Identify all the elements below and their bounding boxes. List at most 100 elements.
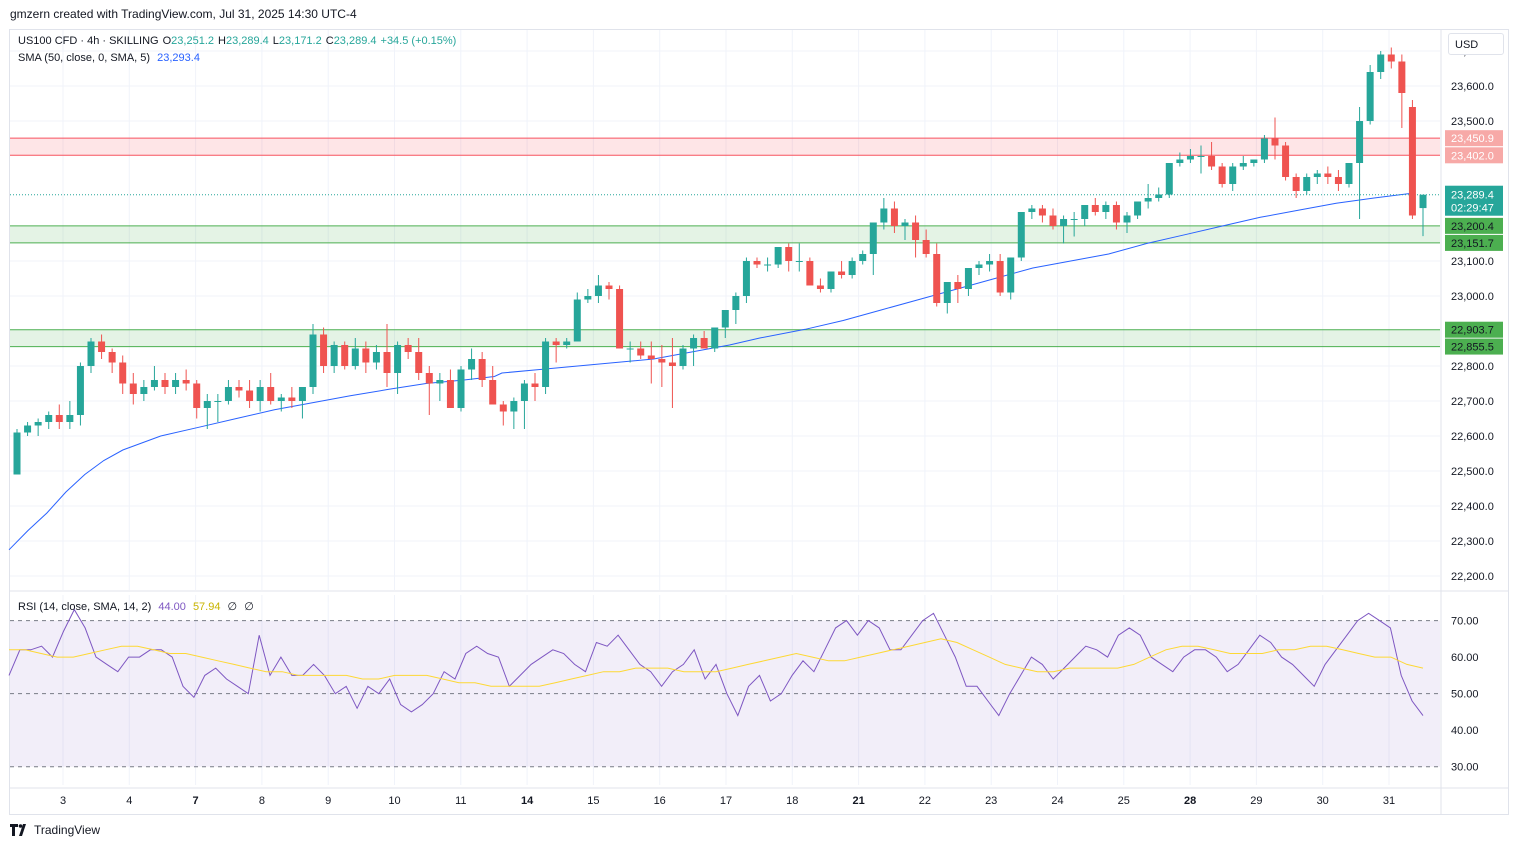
rsi-tick-label: 30.00 [1451,762,1479,774]
price-tick-label: 22,300.0 [1451,536,1494,548]
candle-body [246,390,254,401]
candle-body [637,348,645,356]
candle-body [933,254,941,303]
zone-price-label: 22,855.5 [1451,342,1494,354]
candle-body [256,387,264,401]
candle-body [806,261,814,286]
zone-price-label: 23,200.4 [1451,221,1494,233]
last-price-tag [1445,185,1503,216]
time-tick-label: 16 [654,795,666,807]
candle-body [34,422,42,426]
candle-body [1049,215,1057,226]
candle-body [1260,138,1268,160]
candle-body [1060,219,1068,226]
rsi-tick-label: 60.00 [1451,652,1479,664]
candle-body [647,355,655,359]
candle-body [880,208,888,223]
price-tick-label: 22,600.0 [1451,431,1494,443]
currency-button[interactable]: USD [1448,33,1504,55]
candle-body [838,271,846,275]
time-tick-label: 24 [1051,795,1063,807]
rsi-label[interactable]: RSI (14, close, SMA, 14, 2) [18,601,152,613]
candle-body [182,380,190,384]
footer-brand: TradingView [34,823,101,837]
candle-body [1091,205,1099,212]
candle-body [330,345,338,366]
candle-body [700,338,708,349]
candle-body [309,334,317,387]
candle-body [1408,107,1416,216]
tradingview-logo-icon [10,824,26,836]
price-tick-label: 23,500.0 [1451,116,1494,128]
rsi-extra-1: ∅ [227,601,238,613]
candle-body [224,387,232,401]
candle-body [404,345,412,352]
bar-countdown-label: 02:29:47 [1451,203,1494,215]
candle-body [119,362,127,384]
zone-price-tag [1445,217,1503,234]
candle-body [1038,208,1046,216]
candle-body [1313,173,1321,177]
candle-body [742,261,750,296]
candle-body [457,369,465,408]
candle-body [193,383,201,408]
candle-body [1271,138,1279,146]
candle-body [351,348,359,366]
candle-body [172,380,180,387]
candle-body [573,299,581,342]
candle-body [1324,173,1332,177]
candle-body [235,387,243,391]
candle-body [679,348,687,366]
symbol-legend: US100 CFD · 4h · SKILLING O23,251.2 H23,28… [18,35,460,47]
time-tick-label: 21 [852,795,864,807]
time-tick-label: 22 [919,795,931,807]
candle-body [986,261,994,265]
candle-body [922,240,930,254]
candle-body [1007,257,1015,293]
time-tick-label: 31 [1383,795,1395,807]
candle-body [394,345,402,373]
candle-body [785,247,793,261]
zone-price-label: 23,450.9 [1451,133,1494,145]
time-tick-label: 18 [786,795,798,807]
candle-body [436,380,444,384]
candle-body [1239,163,1247,167]
candle-body [753,261,761,265]
sma-label[interactable]: SMA (50, close, 0, SMA, 5) [18,52,151,64]
candle-body [383,352,391,373]
candle-body [150,380,158,387]
candle-body [1377,54,1385,72]
candle-body [594,285,602,296]
candle-body [584,296,592,300]
candle-body [277,397,285,401]
candle-body [478,359,486,380]
price-tick-label: 22,400.0 [1451,501,1494,513]
candle-body [1366,72,1374,121]
candle-body [668,362,676,366]
time-tick-label: 7 [193,795,199,807]
candle-body [267,387,275,401]
candle-body [362,348,370,363]
candle-body [1250,159,1258,163]
candle-body [1102,205,1110,212]
candle-body [1387,54,1395,62]
price-tick-label: 22,800.0 [1451,361,1494,373]
candle-body [161,380,169,387]
candle-body [520,383,528,401]
rsi-tick-label: 40.00 [1451,725,1479,737]
candle-body [468,359,476,370]
candle-body [912,222,920,240]
candle-body [499,404,507,412]
candle-body [996,261,1004,293]
candle-body [859,254,867,261]
candle-body [1334,177,1342,184]
candle-body [1292,177,1300,191]
symbol-name[interactable]: US100 CFD · 4h · SKILLING [18,35,159,47]
rsi-line [8,608,1424,717]
candle-body [45,415,53,422]
candle-body [711,327,719,349]
candle-body [1123,215,1131,223]
candle-body [605,285,613,289]
rsi-ma-value: 57.94 [192,601,221,613]
